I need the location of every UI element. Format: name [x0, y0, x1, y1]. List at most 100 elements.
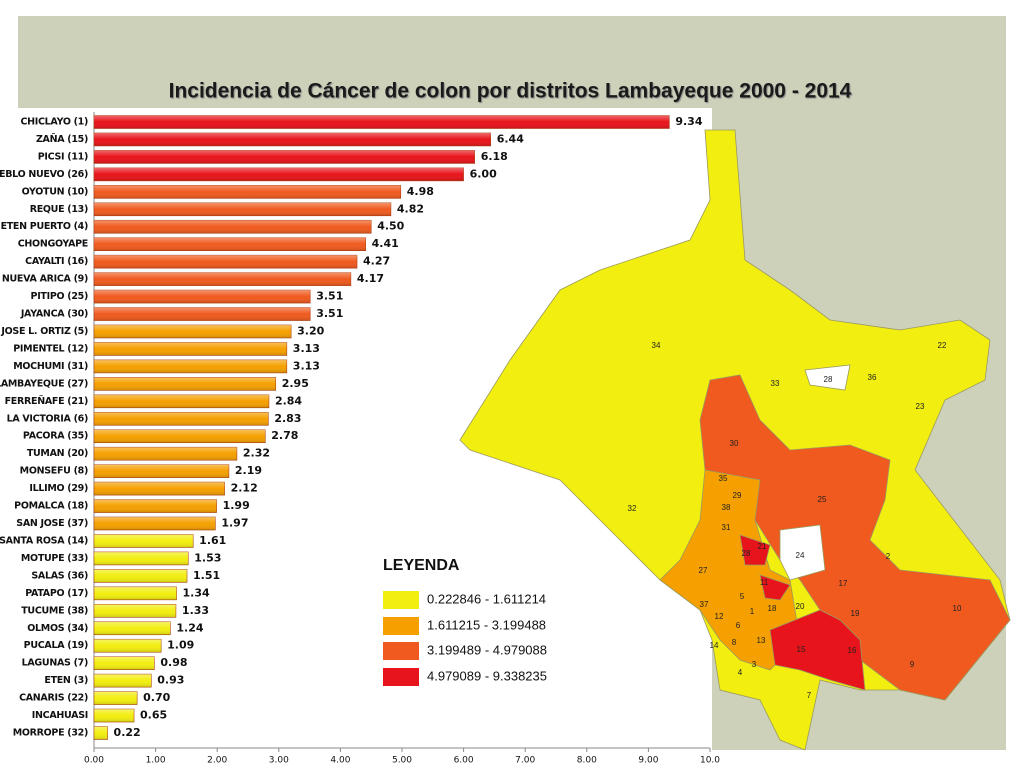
- map-label: 24: [796, 551, 805, 560]
- map-label: 25: [818, 495, 827, 504]
- map-label: 27: [699, 566, 708, 575]
- bar-shade: [94, 674, 152, 688]
- y-tick-label: ETEN (3): [44, 675, 88, 686]
- map-label: 1: [750, 607, 755, 616]
- data-label: 3.13: [293, 359, 320, 372]
- bar-shade: [94, 691, 138, 705]
- legend-label: 1.611215 - 3.199488: [427, 617, 546, 632]
- bar-shade: [94, 412, 269, 426]
- map-label: 2: [886, 552, 891, 561]
- bar-shade: [94, 447, 237, 461]
- map-label: 9: [910, 660, 915, 669]
- data-label: 2.19: [235, 464, 262, 477]
- data-label: 6.44: [497, 132, 524, 145]
- data-label: 2.83: [274, 412, 301, 425]
- map-region: [804, 364, 851, 391]
- bar-shade: [94, 517, 216, 531]
- data-label: 4.98: [407, 185, 434, 198]
- legend-swatch: [383, 668, 419, 686]
- data-label: 0.65: [140, 709, 167, 722]
- map-label: 23: [916, 402, 925, 411]
- map-region: [769, 609, 866, 691]
- bar-shade: [94, 709, 135, 723]
- map-label: 38: [722, 503, 731, 512]
- map-label: 14: [710, 641, 719, 650]
- y-tick-label: SALAS (36): [31, 570, 88, 581]
- legend-swatch: [383, 591, 419, 609]
- bar-shade: [94, 464, 229, 478]
- map-label: 13: [757, 636, 766, 645]
- data-label: 4.50: [377, 220, 404, 233]
- data-label: 2.95: [282, 377, 309, 390]
- bar-shade: [94, 115, 670, 129]
- bar-shade: [94, 132, 491, 146]
- bar-shade: [94, 429, 266, 443]
- map-label: 21: [758, 542, 767, 551]
- map-label: 20: [796, 602, 805, 611]
- map-label: 29: [733, 491, 742, 500]
- y-tick-label: CANARIS (22): [19, 693, 88, 704]
- map-region: [779, 524, 826, 581]
- legend-label: 3.199489 - 4.979088: [427, 642, 547, 657]
- bar-shade: [94, 150, 475, 164]
- bar-shade: [94, 551, 189, 565]
- y-tick-label: LAMBAYEQUE (27): [0, 378, 88, 389]
- bar-shade: [94, 342, 287, 356]
- bar-shade: [94, 220, 372, 234]
- legend-swatch: [383, 617, 419, 635]
- x-tick-label: 4.00: [330, 756, 350, 766]
- data-label: 4.27: [363, 255, 390, 268]
- map-label: 30: [730, 439, 739, 448]
- bar-shade: [94, 185, 401, 199]
- map-label: 4: [738, 668, 743, 677]
- y-tick-label: MORROPE (32): [13, 728, 88, 739]
- data-label: 3.20: [297, 324, 324, 337]
- bar-shade: [94, 726, 108, 740]
- map-label: 37: [700, 600, 709, 609]
- y-tick-label: CAYALTI (16): [25, 256, 88, 267]
- bar-shade: [94, 586, 177, 600]
- map-region: [659, 469, 801, 671]
- map-label: 33: [771, 379, 780, 388]
- map-label: 3: [752, 660, 757, 669]
- data-label: 0.70: [143, 691, 170, 704]
- map-label: 32: [628, 504, 637, 513]
- y-tick-label: CHONGOYAPE: [18, 239, 88, 250]
- data-label: 0.98: [160, 656, 187, 669]
- map: [459, 129, 1011, 751]
- y-tick-label: NUEVA ARICA (9): [2, 274, 88, 285]
- map-label: 7: [807, 691, 812, 700]
- map-label: 31: [722, 523, 731, 532]
- x-tick-label: 2.00: [207, 756, 227, 766]
- data-label: 2.84: [275, 394, 302, 407]
- y-tick-label: SAN JOSE (37): [16, 518, 88, 529]
- map-label: 28: [742, 549, 751, 558]
- bar-shade: [94, 167, 464, 181]
- map-label: 11: [760, 578, 769, 587]
- x-tick-label: 7.00: [515, 756, 535, 766]
- map-label: 34: [652, 341, 661, 350]
- map-label: 22: [938, 341, 947, 350]
- x-tick-label: 6.00: [454, 756, 474, 766]
- map-label: 15: [797, 645, 806, 654]
- y-tick-label: JOSE L. ORTIZ (5): [0, 326, 88, 337]
- y-tick-label: ETEN PUERTO (4): [1, 221, 88, 232]
- bar-shade: [94, 307, 311, 321]
- map-label: 6: [736, 621, 741, 630]
- y-tick-label: SANTA ROSA (14): [0, 535, 88, 546]
- bar-shade: [94, 255, 358, 269]
- data-label: 0.22: [114, 726, 141, 739]
- map-label: 28: [824, 375, 833, 384]
- map-label: 36: [868, 373, 877, 382]
- data-label: 9.34: [675, 115, 702, 128]
- data-label: 1.51: [193, 569, 220, 582]
- data-label: 1.97: [221, 517, 248, 530]
- data-label: 1.24: [176, 621, 203, 634]
- bar-shade: [94, 359, 287, 373]
- y-tick-label: LA VICTORIA (6): [7, 413, 88, 424]
- data-label: 1.99: [223, 499, 250, 512]
- map-label: 18: [768, 604, 777, 613]
- y-tick-label: PIMENTEL (12): [13, 343, 88, 354]
